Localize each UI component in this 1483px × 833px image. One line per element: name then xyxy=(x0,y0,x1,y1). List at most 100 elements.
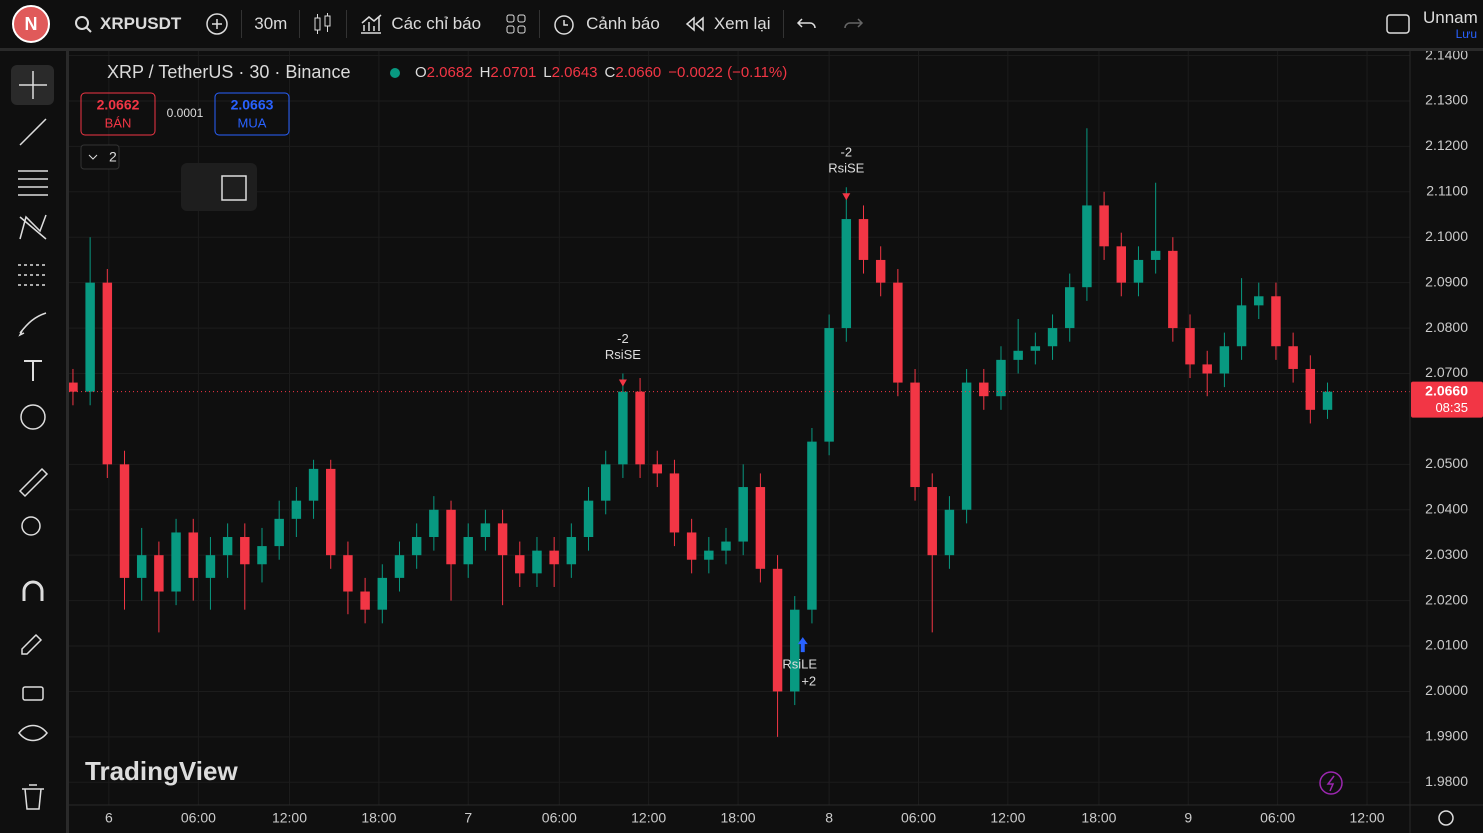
lightning-button[interactable] xyxy=(1319,771,1343,795)
replay[interactable]: Xem lại xyxy=(672,0,783,48)
x-tick-label: 9 xyxy=(1184,810,1192,826)
candle-body xyxy=(600,464,611,501)
candle-body xyxy=(618,391,628,465)
candle-body xyxy=(566,537,577,565)
layouts[interactable] xyxy=(493,0,539,48)
zoom-tool[interactable] xyxy=(21,516,41,536)
compare[interactable] xyxy=(193,0,241,48)
y-tick-label: 2.1300 xyxy=(1425,92,1468,108)
candle-body xyxy=(222,537,233,556)
brush-tool[interactable] xyxy=(18,312,47,337)
settings-button[interactable] xyxy=(1438,810,1454,826)
x-tick-label: 06:00 xyxy=(901,810,936,826)
hide-tool[interactable] xyxy=(18,724,48,742)
y-tick-label: 2.0000 xyxy=(1425,682,1468,698)
signal-qty: -2 xyxy=(617,331,629,346)
lock-draw-tool[interactable] xyxy=(21,633,43,655)
top-toolbar: N XRPUSDT 30m Các chỉ báo Cảnh báo Xem l… xyxy=(0,0,1483,51)
legend-change: −0.0022 (−0.11%) xyxy=(668,64,787,81)
candle-body xyxy=(1082,205,1092,288)
y-tick-label: 1.9900 xyxy=(1425,728,1468,744)
grid xyxy=(69,51,1410,805)
measure-tool[interactable] xyxy=(18,467,49,498)
interval[interactable]: 30m xyxy=(254,14,288,33)
emoji-tool[interactable] xyxy=(20,404,46,430)
x-tick-label: 8 xyxy=(825,810,833,826)
candle-body xyxy=(1047,328,1058,347)
trendline-tool[interactable] xyxy=(19,118,47,146)
magnet-tool[interactable] xyxy=(22,580,44,601)
sell-button[interactable] xyxy=(80,92,156,136)
search-icon xyxy=(75,16,92,33)
forecast-tool[interactable] xyxy=(18,264,48,286)
candle-body xyxy=(188,532,198,578)
replay-icon xyxy=(685,16,704,32)
candle-body xyxy=(875,259,886,283)
chart-type[interactable] xyxy=(300,0,346,48)
candle-body xyxy=(704,550,714,560)
candle-body xyxy=(1202,364,1212,374)
fib-tool[interactable] xyxy=(18,170,48,196)
candles xyxy=(69,128,1333,737)
y-tick-label: 2.0400 xyxy=(1425,500,1468,516)
select-tool[interactable] xyxy=(221,175,247,201)
save[interactable]: Lưu xyxy=(1455,27,1477,41)
candle-body xyxy=(772,568,783,692)
alerts[interactable]: Cảnh báo xyxy=(540,0,672,48)
candle-body xyxy=(515,555,525,574)
y-tick-label: 1.9800 xyxy=(1425,773,1468,789)
avatar[interactable]: N xyxy=(12,5,50,43)
last-price-label: 2.0660 xyxy=(1425,382,1468,398)
candle-body xyxy=(257,546,267,565)
indicators[interactable]: Các chỉ báo xyxy=(347,0,493,48)
symbol-search[interactable]: XRPUSDT xyxy=(62,0,193,48)
candle-body xyxy=(1219,346,1230,374)
trash-tool[interactable] xyxy=(22,784,44,810)
undo[interactable] xyxy=(784,0,830,48)
lightning-icon xyxy=(1326,775,1335,792)
candle-body xyxy=(1030,346,1041,351)
symbol: XRPUSDT xyxy=(100,14,182,33)
x-tick-label: 7 xyxy=(464,810,472,826)
layout-name[interactable]: Unnam Lưu xyxy=(1423,0,1483,48)
x-tick-label: 18:00 xyxy=(1081,810,1116,826)
y-tick-label: 2.0700 xyxy=(1425,364,1468,380)
text-tool[interactable] xyxy=(24,360,42,381)
indicator-toggle[interactable] xyxy=(80,144,120,170)
candle-body xyxy=(1254,296,1264,306)
candle-body xyxy=(411,537,422,556)
fullscreen[interactable] xyxy=(1373,0,1423,48)
candle-body xyxy=(996,359,1006,397)
pattern-tool[interactable] xyxy=(19,214,47,240)
candle-body xyxy=(858,219,869,260)
signal-arrow xyxy=(797,637,808,653)
lock-tool[interactable] xyxy=(22,686,44,701)
legend-l: 2.0643 xyxy=(552,64,598,81)
signal-label: RsiSE xyxy=(605,347,641,362)
candle-body xyxy=(944,509,955,556)
candle-body xyxy=(171,532,181,592)
crosshair-tool[interactable] xyxy=(19,71,47,99)
signal-label: RsiSE xyxy=(828,161,864,176)
buy-label: MUA xyxy=(238,115,267,130)
candle-body xyxy=(583,500,594,538)
redo[interactable] xyxy=(830,0,876,48)
candle-body xyxy=(394,555,405,578)
signal-qty: -2 xyxy=(841,145,853,160)
y-tick-label: 2.0800 xyxy=(1425,319,1468,335)
candle-body xyxy=(85,282,95,392)
last-price-badge xyxy=(1411,381,1483,418)
candle-body xyxy=(377,577,388,610)
candle-body xyxy=(308,468,319,501)
candle-body xyxy=(326,468,336,556)
y-tick-label: 2.1100 xyxy=(1426,183,1468,199)
x-tick-label: 06:00 xyxy=(1260,810,1295,826)
legend-h: 2.0701 xyxy=(490,64,536,81)
buy-button[interactable] xyxy=(214,92,290,136)
buy-price: 2.0663 xyxy=(231,97,274,113)
indicator-count: 2 xyxy=(109,149,117,165)
candle-body xyxy=(910,382,920,488)
plus-icon xyxy=(206,13,228,35)
candle-body xyxy=(1168,250,1178,329)
